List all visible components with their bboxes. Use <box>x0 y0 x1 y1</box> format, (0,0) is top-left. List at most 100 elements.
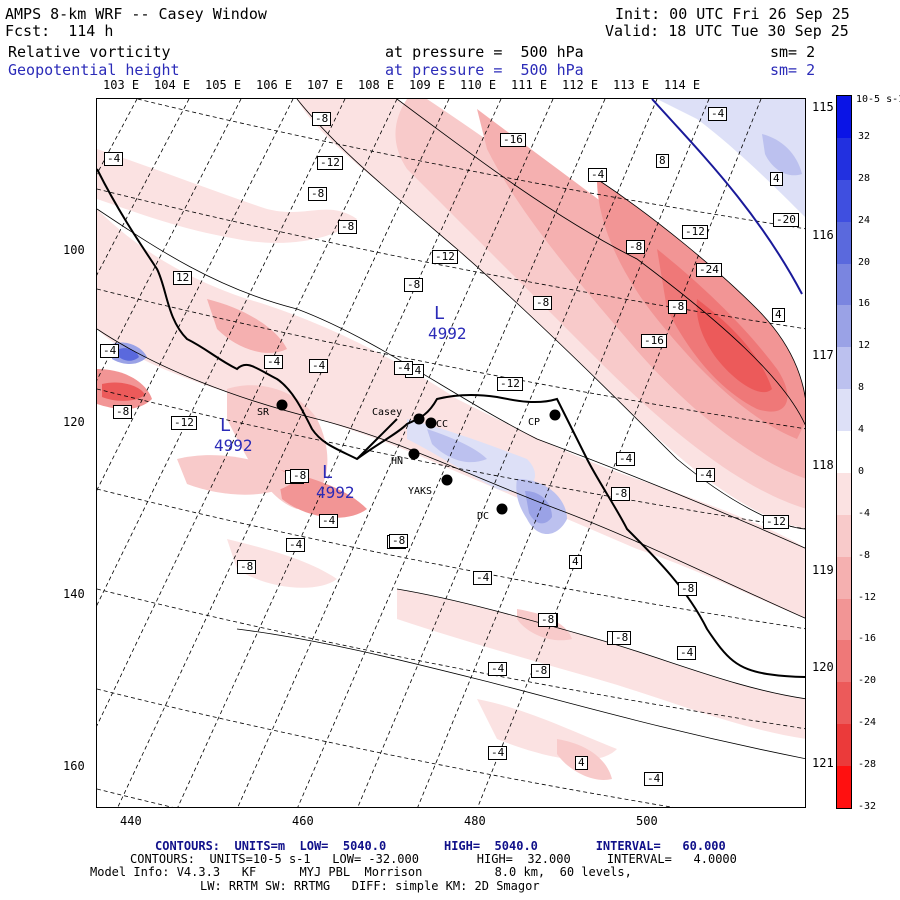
station-label: YAKS <box>408 486 433 497</box>
station-label: SR <box>257 407 270 418</box>
field1-level: at pressure = 500 hPa <box>385 43 584 61</box>
colorbar-label: -28 <box>858 759 877 771</box>
meridian-line <box>97 99 398 727</box>
colorbar-segment <box>837 179 851 223</box>
longitude-label: 107 E <box>307 78 344 92</box>
valid-time: Valid: 18 UTC Tue 30 Sep 25 <box>605 22 849 40</box>
colorbar-label: -8 <box>858 549 871 561</box>
contour-value-label: -24 <box>696 263 722 277</box>
colorbar-label: -12 <box>858 591 877 603</box>
station-dot <box>496 503 508 515</box>
colorbar-segment <box>837 514 851 558</box>
geopotential-contours <box>651 99 803 295</box>
longitude-label: 108 E <box>358 78 395 92</box>
contour-value-label: -4 <box>696 468 716 482</box>
contour-value-label: -8 <box>113 405 133 419</box>
colorbar-label: 24 <box>858 214 871 226</box>
vorticity-shading <box>97 99 805 780</box>
longitude-label: 103 E <box>103 78 140 92</box>
colorbar-segment <box>837 305 851 348</box>
longitude-label: 110 E <box>460 78 497 92</box>
station-dot <box>413 413 425 425</box>
colorbar-segment <box>837 389 851 432</box>
colorbar-label: -16 <box>858 633 877 645</box>
contour-value-label: -8 <box>404 278 424 292</box>
contour-value-label: -4 <box>319 514 339 528</box>
meridian-line <box>417 99 710 807</box>
colorbar-segment <box>837 598 851 641</box>
station-label: CC <box>436 419 449 430</box>
longitude-label: 106 E <box>256 78 293 92</box>
station-label: DC <box>477 511 490 522</box>
contour-value-label: -4 <box>677 646 697 660</box>
field2-smoothing: sm= 2 <box>770 61 816 79</box>
contour-value-label: -8 <box>626 240 646 254</box>
contour-value-label: -8 <box>308 187 328 201</box>
low-center-value: 4992 <box>316 483 355 502</box>
contour-value-label: -4 <box>473 571 493 585</box>
station-label: HN <box>391 456 404 467</box>
contour-value-label: -16 <box>500 133 526 147</box>
colorbar-label: 0 <box>858 465 865 477</box>
station-dot <box>276 399 288 411</box>
longitude-label: 114 E <box>664 78 701 92</box>
contour-value-label: -4 <box>708 107 728 121</box>
footer-model-info: Model Info: V4.3.3 KF MYJ PBL Morrison 8… <box>90 865 632 879</box>
colorbar-segment <box>837 556 851 600</box>
colorbar-label: -24 <box>858 717 877 729</box>
colorbar <box>836 95 852 809</box>
colorbar-unit: 10-5 s-1 <box>856 94 900 105</box>
contour-value-label: -8 <box>312 112 332 126</box>
contour-value-label: -4 <box>488 746 508 760</box>
parallel-line <box>97 288 805 430</box>
contour-value-label: 4 <box>770 172 783 186</box>
contour-value-label: -4 <box>100 344 120 358</box>
low-center-symbol: L <box>434 303 445 324</box>
colorbar-label: -4 <box>858 507 871 519</box>
parallel-line <box>97 388 805 530</box>
colorbar-label: 32 <box>858 130 871 142</box>
colorbar-label: 8 <box>858 382 865 394</box>
contour-value-label: -12 <box>317 156 343 170</box>
map-panel <box>96 98 806 808</box>
station-label: CP <box>528 417 541 428</box>
contour-value-label: -4 <box>286 538 306 552</box>
contour-value-label: -4 <box>394 361 414 375</box>
station-dot <box>549 409 561 421</box>
meridian-line <box>97 99 190 276</box>
x-tick-label: 460 <box>292 814 314 828</box>
contour-value-label: -4 <box>616 452 636 466</box>
field2-name: Geopotential height <box>8 61 180 79</box>
contour-value-label: -8 <box>678 582 698 596</box>
longitude-label: 112 E <box>562 78 599 92</box>
footer-vorticity-contours: CONTOURS: UNITS=10-5 s-1 LOW= -32.000 HI… <box>130 852 737 866</box>
contour-value-label: -4 <box>264 355 284 369</box>
colorbar-segment <box>837 347 851 390</box>
title: AMPS 8-km WRF -- Casey Window <box>5 5 267 23</box>
longitude-label: 109 E <box>409 78 446 92</box>
longitude-label: 105 E <box>205 78 242 92</box>
contour-value-label: 4 <box>569 555 582 569</box>
y-tick-label: 160 <box>63 759 85 773</box>
longitude-label: 113 E <box>613 78 650 92</box>
contour-value-label: -8 <box>237 560 257 574</box>
colorbar-segment <box>837 263 851 306</box>
contour-value-label: -4 <box>644 772 664 786</box>
contour-value-label: -8 <box>611 487 631 501</box>
contour-value-label: -8 <box>612 631 632 645</box>
contour-value-label: -4 <box>588 168 608 182</box>
y-tick-label: 120 <box>63 415 85 429</box>
colorbar-label: -20 <box>858 675 877 687</box>
x-tick-label: 440 <box>120 814 142 828</box>
footer-height-contours: CONTOURS: UNITS=m LOW= 5040.0 HIGH= 5040… <box>155 839 726 853</box>
contour-value-label: 12 <box>173 271 193 285</box>
contour-value-label: 4 <box>575 756 588 770</box>
contour-value-label: -12 <box>682 225 708 239</box>
contour-value-label: -4 <box>309 359 329 373</box>
map-canvas <box>97 99 805 807</box>
field2-level: at pressure = 500 hPa <box>385 61 584 79</box>
contour-value-label: -16 <box>641 334 667 348</box>
colorbar-label: 4 <box>858 424 865 436</box>
colorbar-label: 20 <box>858 256 871 268</box>
longitude-label: 104 E <box>154 78 191 92</box>
